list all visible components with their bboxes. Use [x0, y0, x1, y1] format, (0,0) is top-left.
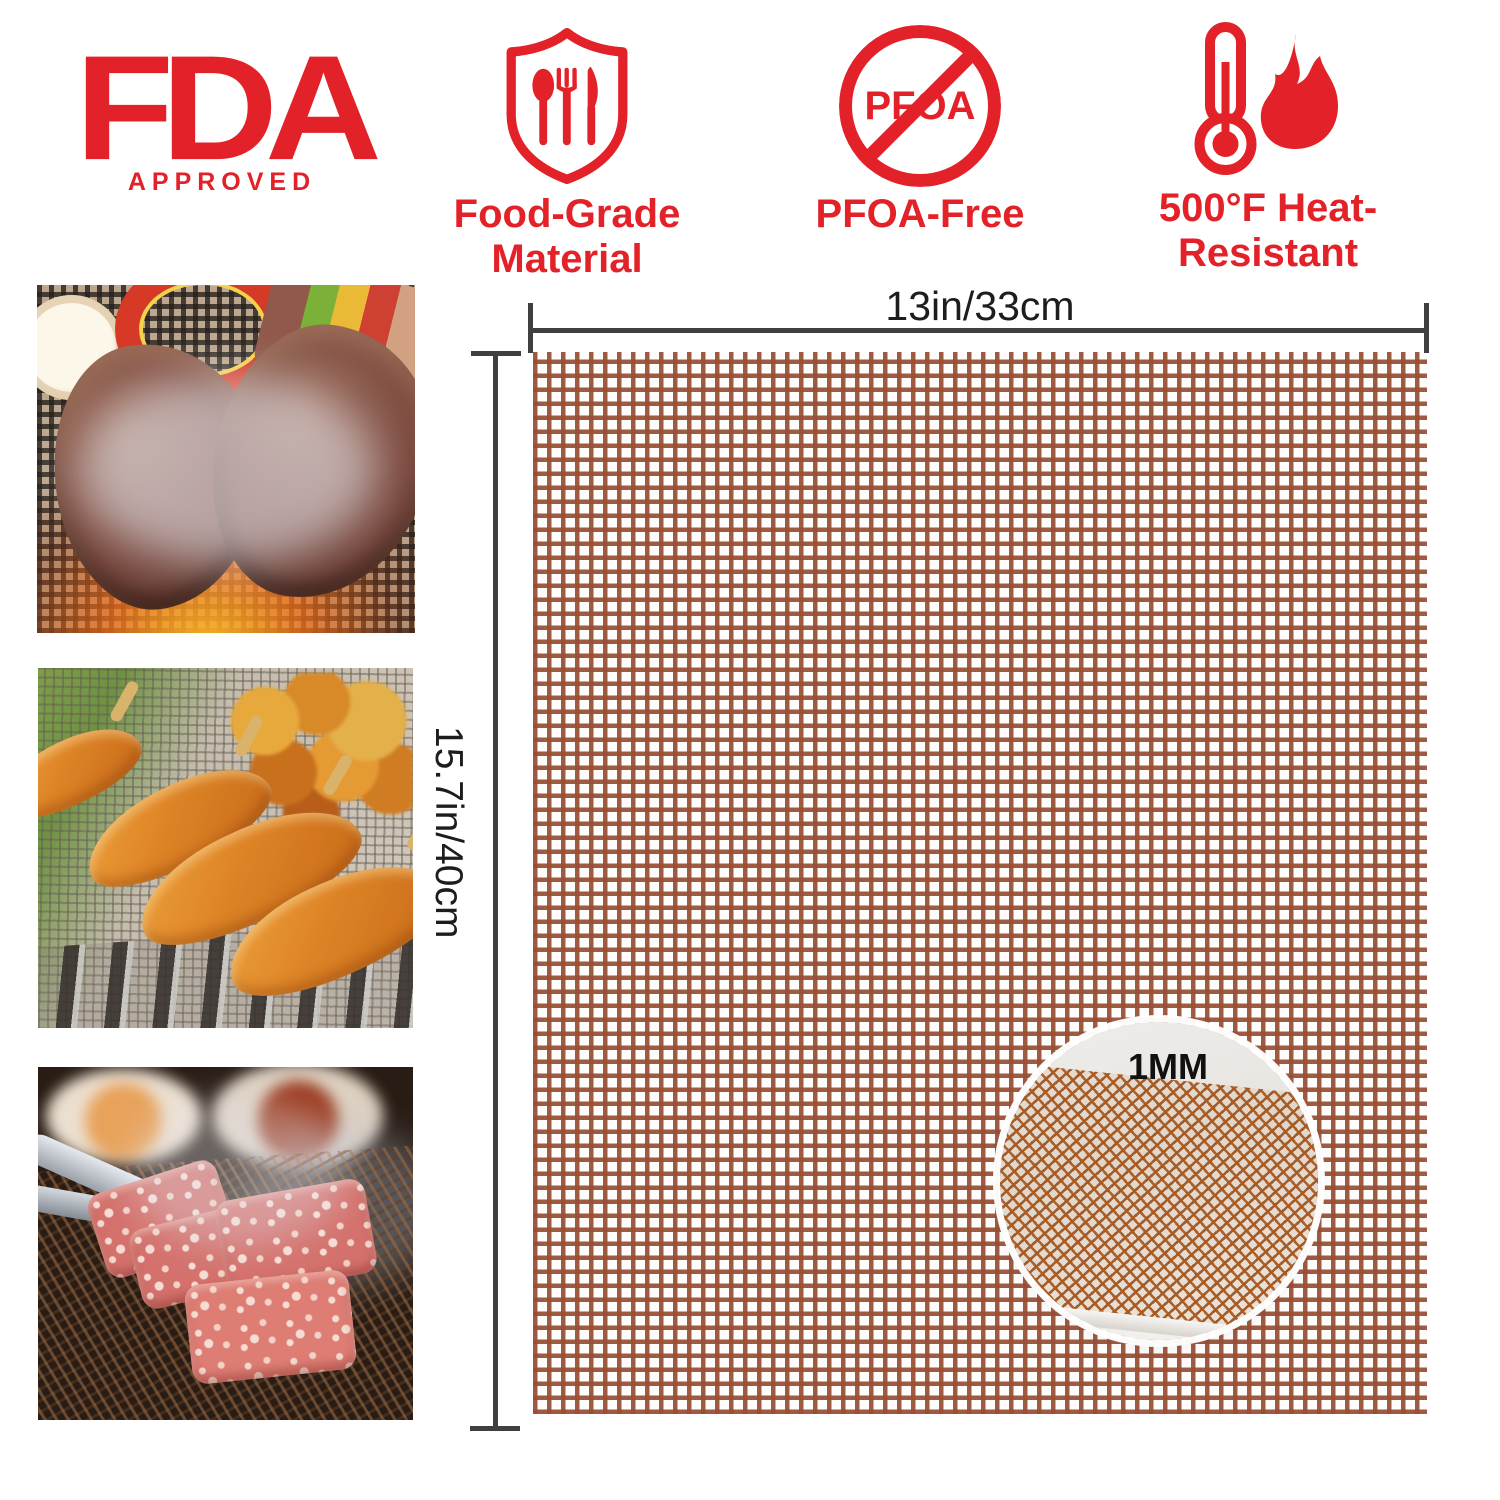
fda-approved-label: APPROVED — [127, 168, 317, 196]
pfoa-free-label: PFOA-Free — [815, 192, 1025, 236]
no-pfoa-icon: PFOA — [839, 25, 1001, 187]
width-dimension-line — [530, 328, 1427, 333]
badge-food-grade: Food-Grade Material — [437, 20, 697, 282]
thermometer-flame-icon — [1128, 14, 1408, 186]
height-dimension-tick-bottom — [470, 1426, 520, 1431]
shield-cutlery-icon — [437, 20, 697, 192]
mesh-closeup-texture — [1000, 1055, 1318, 1340]
photo-fish-skewers-on-mesh — [38, 668, 413, 1028]
photo-beef-slices-on-mesh — [38, 1067, 413, 1420]
heat-label-line1: 500°F Heat- — [1158, 186, 1378, 230]
width-dimension-label: 13in/33cm — [885, 283, 1075, 329]
height-dimension-tick-top — [471, 351, 521, 356]
fda-wordmark-icon: FDA — [75, 24, 382, 192]
height-dimension-line — [493, 354, 498, 1428]
badge-pfoa-free: PFOA PFOA-Free — [790, 20, 1050, 237]
mesh-hole-size-label: 1MM — [1128, 1046, 1208, 1087]
heat-label-line2: Resistant — [1177, 230, 1359, 275]
width-dimension-tick-right — [1424, 303, 1429, 353]
smoke-overlay — [77, 375, 377, 565]
height-dimension-label: 15.7in/40cm — [427, 726, 470, 939]
photo-steaks-on-mesh — [37, 285, 415, 633]
width-dimension-tick-left — [528, 303, 533, 353]
food-grade-label-line1: Food-Grade — [453, 192, 681, 236]
fda-approved-logo: FDA APPROVED — [64, 24, 382, 197]
steam-overlay — [128, 1097, 348, 1247]
mesh-detail-inset: 1MM — [1000, 1022, 1318, 1340]
beef-slice — [183, 1268, 358, 1386]
badge-heat-resistant: 500°F Heat- Resistant — [1128, 14, 1408, 276]
food-grade-label-line2: Material — [491, 236, 643, 281]
